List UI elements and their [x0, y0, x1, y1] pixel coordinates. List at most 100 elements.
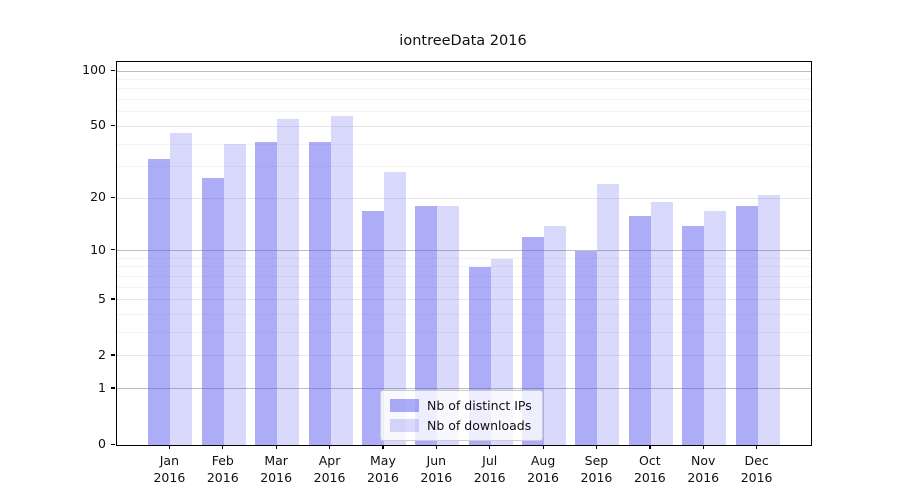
bar-jan-downloads: [170, 133, 193, 445]
x-tick-label-sep: Sep 2016: [566, 452, 626, 486]
x-tick-month: Nov: [691, 453, 716, 468]
x-tick-mark-nov: [702, 445, 704, 449]
bar-dec-distinct-ips: [735, 206, 758, 445]
x-tick-label-jun: Jun 2016: [406, 452, 466, 486]
x-tick-label-oct: Oct 2016: [620, 452, 680, 486]
x-tick-month: Apr: [318, 453, 341, 468]
bar-apr-distinct-ips: [308, 142, 331, 445]
gridline-40: [117, 143, 811, 145]
y-tick-label-5: 5: [98, 290, 106, 306]
x-tick-label-jul: Jul 2016: [460, 452, 520, 486]
x-axis: Jan 2016 Feb 2016 Mar 2016 Apr 2016 May 2016 Jun 20…: [116, 445, 810, 495]
chart-title: iontreeData 2016: [399, 33, 527, 49]
y-tick-mark-1: [111, 387, 115, 389]
x-tick-year: 2016: [633, 470, 666, 485]
x-tick-month: Sep: [584, 453, 609, 468]
x-tick-year: 2016: [473, 470, 506, 485]
x-tick-label-apr: Apr 2016: [300, 452, 360, 486]
x-tick-month: Jan: [159, 453, 180, 468]
x-tick-mark-apr: [329, 445, 331, 449]
x-tick-month: Oct: [639, 453, 661, 468]
x-tick-year: 2016: [580, 470, 613, 485]
x-tick-label-mar: Mar 2016: [246, 452, 306, 486]
x-tick-mark-jul: [489, 445, 491, 449]
gridline-50: [117, 125, 811, 127]
gridline-9: [117, 257, 811, 259]
y-tick-mark-10: [111, 249, 115, 251]
plot-area: Nb of distinct IPs Nb of downloads: [116, 61, 812, 446]
bar-may-downloads: [383, 172, 406, 445]
x-tick-mark-oct: [649, 445, 651, 449]
x-tick-year: 2016: [153, 470, 186, 485]
bar-may-distinct-ips: [361, 210, 384, 445]
x-tick-mark-aug: [542, 445, 544, 449]
x-tick-year: 2016: [420, 470, 453, 485]
x-tick-label-feb: Feb 2016: [193, 452, 253, 486]
x-tick-mark-sep: [595, 445, 598, 449]
bar-aug-downloads: [544, 225, 567, 445]
x-tick-mark-may: [382, 445, 384, 449]
bar-apr-downloads: [330, 116, 353, 445]
bar-mar-downloads: [277, 118, 300, 445]
x-tick-year: 2016: [260, 470, 293, 485]
y-tick-label-20: 20: [90, 189, 106, 205]
y-tick-label-100: 100: [82, 62, 106, 78]
bar-oct-downloads: [650, 202, 673, 445]
x-tick-month: Jun: [426, 453, 447, 468]
bar-nov-distinct-ips: [682, 225, 705, 445]
gridline-1: [117, 388, 811, 390]
legend-entry-downloads: Nb of downloads: [390, 418, 532, 433]
bar-mar-distinct-ips: [255, 142, 278, 445]
x-tick-year: 2016: [740, 470, 773, 485]
x-tick-year: 2016: [527, 470, 559, 485]
bar-sep-distinct-ips: [575, 250, 598, 445]
x-tick-label-may: May 2016: [353, 452, 413, 486]
y-tick-label-0: 0: [98, 436, 106, 451]
x-tick-mark-mar: [275, 445, 277, 449]
x-tick-month: Aug: [530, 453, 556, 468]
x-tick-label-aug: Aug 2016: [513, 452, 573, 486]
y-tick-label-1: 1: [98, 379, 106, 395]
bar-sep-downloads: [597, 184, 620, 445]
y-tick-mark-50: [111, 124, 115, 127]
x-tick-month: May: [370, 453, 396, 468]
y-tick-label-10: 10: [90, 241, 106, 257]
y-tick-mark-100: [111, 69, 115, 71]
bar-nov-downloads: [704, 210, 727, 445]
gridline-80: [117, 88, 811, 90]
x-tick-year: 2016: [687, 470, 720, 485]
gridline-10: [117, 250, 811, 252]
gridline-60: [117, 111, 811, 113]
legend: Nb of distinct IPs Nb of downloads: [380, 390, 543, 441]
x-tick-label-jan: Jan 2016: [139, 452, 199, 486]
x-tick-mark-jan: [168, 445, 171, 449]
x-tick-month: Jul: [482, 453, 498, 468]
x-tick-year: 2016: [313, 470, 346, 485]
legend-entry-distinct-ips: Nb of distinct IPs: [390, 398, 532, 413]
y-tick-label-2: 2: [98, 346, 106, 362]
x-tick-year: 2016: [367, 470, 399, 485]
gridline-90: [117, 79, 811, 81]
y-tick-label-50: 50: [90, 117, 106, 133]
x-tick-mark-feb: [222, 445, 224, 449]
bar-feb-downloads: [223, 144, 246, 445]
gridline-100: [117, 70, 811, 72]
legend-label-downloads: Nb of downloads: [427, 418, 532, 433]
y-tick-mark-5: [111, 298, 115, 300]
gridline-6: [117, 286, 811, 288]
y-tick-mark-2: [111, 354, 115, 356]
bar-dec-downloads: [757, 194, 780, 445]
gridline-7: [117, 276, 811, 278]
x-tick-mark-dec: [756, 445, 758, 449]
y-tick-mark-20: [111, 196, 115, 199]
x-tick-month: Feb: [211, 453, 234, 468]
x-tick-label-nov: Nov 2016: [673, 452, 733, 486]
legend-swatch-distinct-ips: [390, 399, 419, 412]
gridline-2: [117, 355, 811, 357]
gridline-3: [117, 332, 811, 334]
gridline-4: [117, 314, 811, 316]
x-tick-month: Dec: [744, 453, 769, 468]
x-tick-label-dec: Dec 2016: [727, 452, 787, 486]
x-tick-month: Mar: [264, 453, 288, 468]
